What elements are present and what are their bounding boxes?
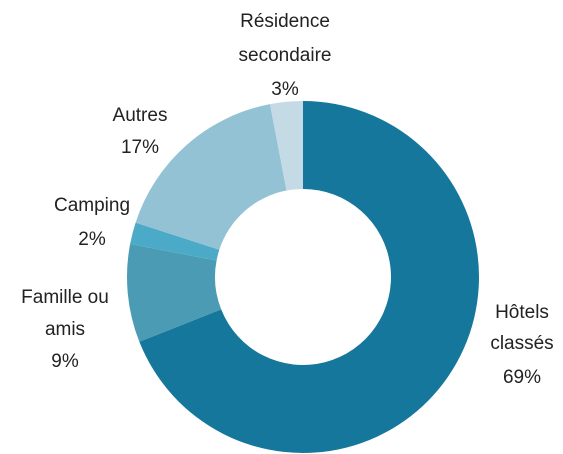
value-label: 2% [78, 229, 106, 250]
value-label: 69% [503, 367, 541, 388]
segment-label: Camping [54, 195, 130, 216]
donut-segment [135, 104, 287, 250]
value-label: 17% [121, 137, 159, 158]
segment-label: Hôtels [495, 302, 549, 323]
value-label: 9% [51, 351, 79, 372]
segment-label: Famille ou [21, 287, 109, 308]
segment-label: Autres [113, 105, 168, 126]
donut-segment [270, 101, 303, 191]
segment-label: amis [45, 319, 85, 340]
value-label: 3% [271, 79, 299, 100]
donut-segment [127, 244, 222, 342]
segment-label: secondaire [239, 45, 332, 66]
donut-segment [130, 222, 220, 261]
segment-label: Résidence [240, 11, 330, 32]
segment-label: classés [490, 333, 553, 354]
donut-segment [139, 101, 479, 454]
